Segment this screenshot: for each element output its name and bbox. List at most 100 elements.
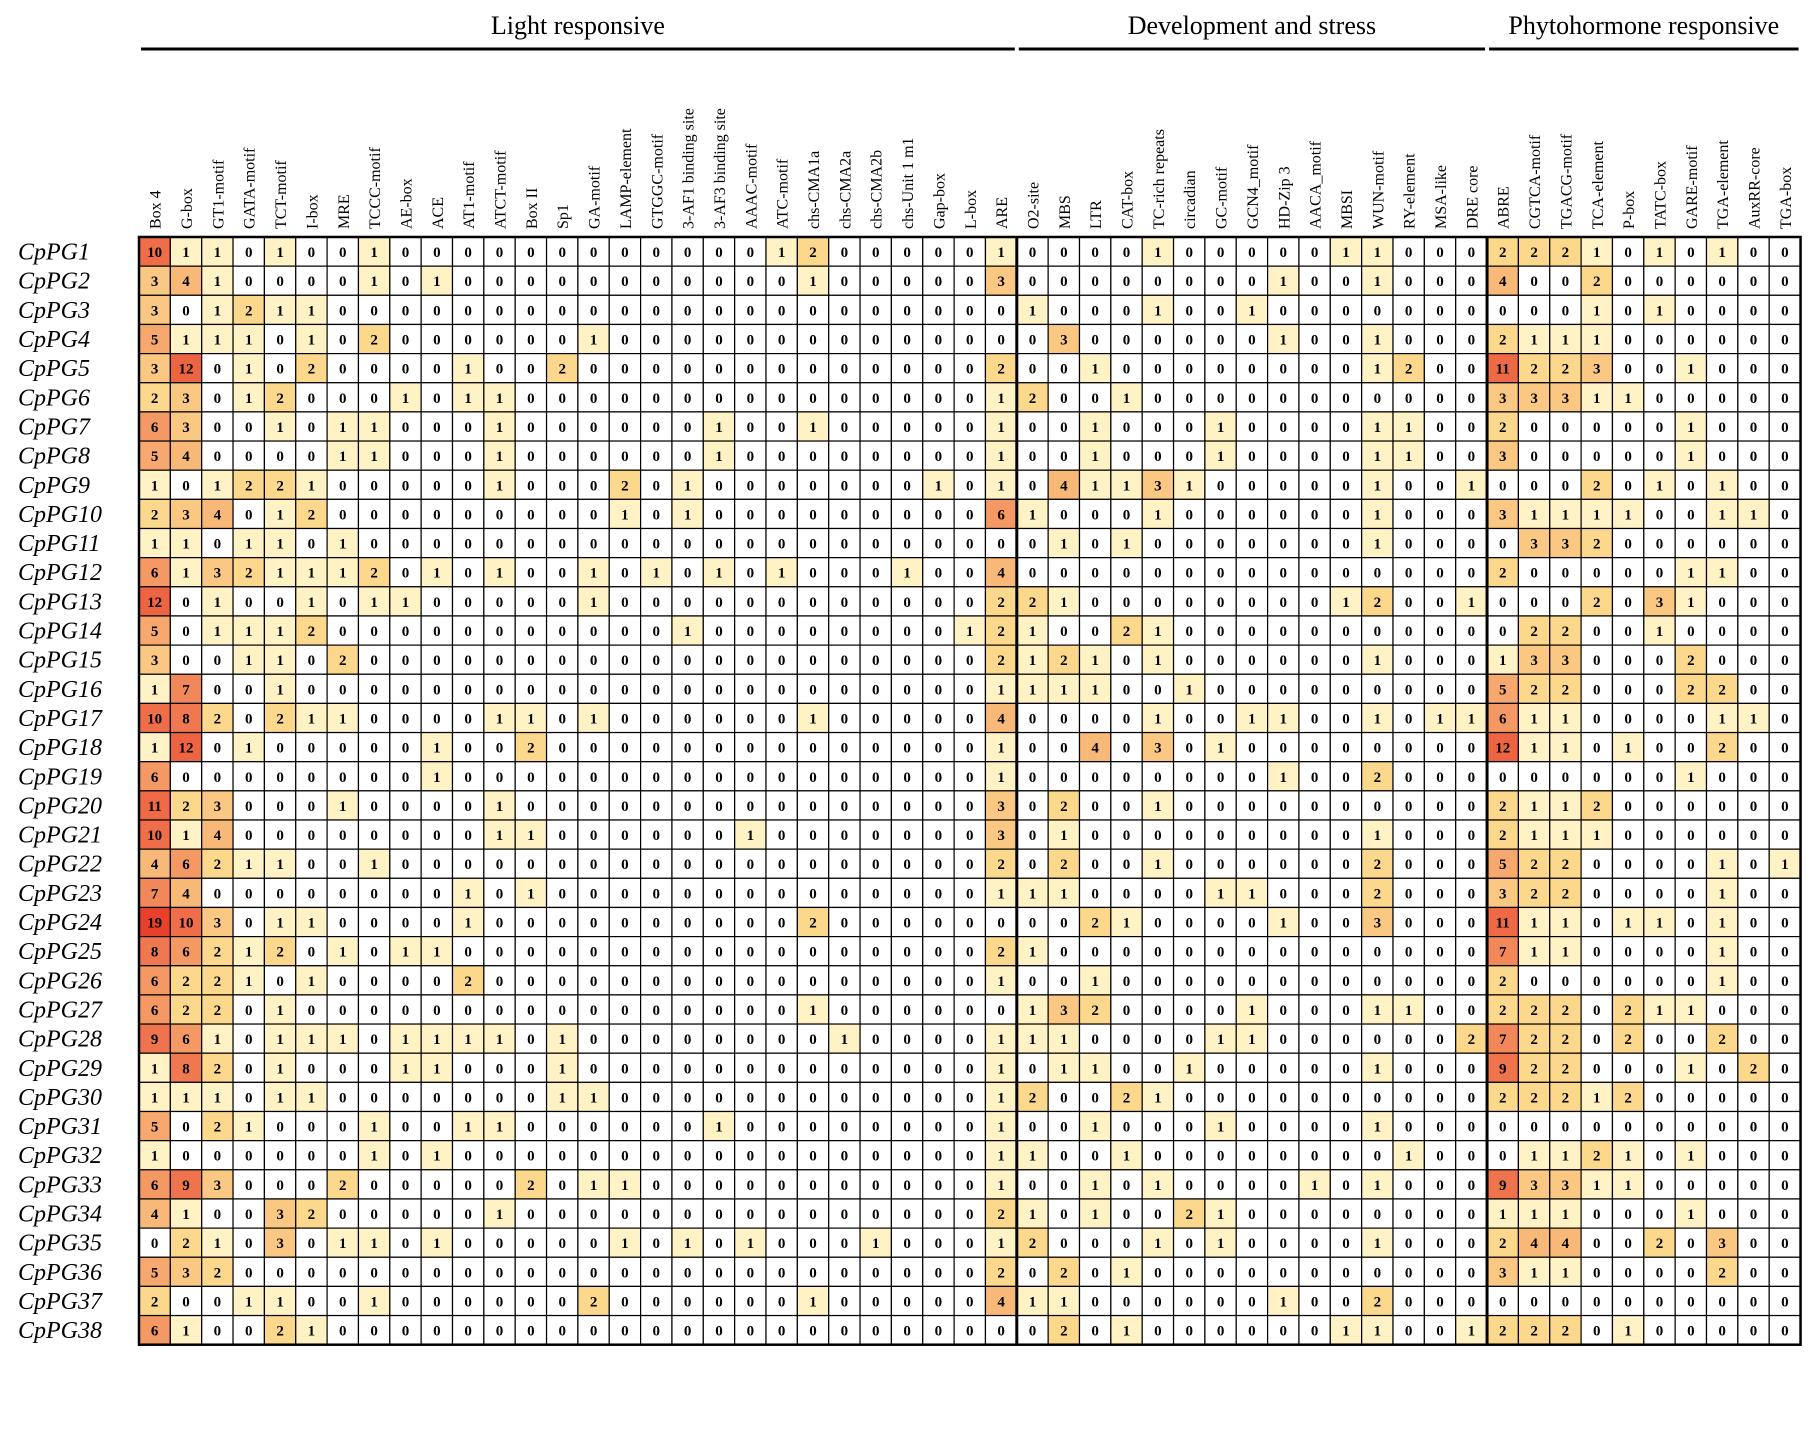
cell-value: 0 — [433, 449, 441, 465]
cell-value: 2 — [1593, 478, 1601, 494]
cell-value: 0 — [1029, 857, 1037, 873]
cell-value: 0 — [1154, 1207, 1162, 1223]
cell-value: 0 — [1750, 741, 1758, 757]
cell-value: 1 — [276, 916, 284, 932]
cell-value: 1 — [1530, 711, 1538, 727]
cell-value: 2 — [370, 566, 378, 582]
cell-value: 0 — [1123, 1003, 1131, 1019]
cell-value: 2 — [1530, 886, 1538, 902]
heatmap-cell — [577, 411, 610, 442]
cell-value: 1 — [496, 1032, 504, 1048]
cell-value: 2 — [997, 945, 1005, 961]
cell-value: 1 — [339, 799, 347, 815]
cell-value: 0 — [1342, 333, 1350, 349]
cell-value: 0 — [182, 1149, 190, 1165]
cell-value: 0 — [1687, 886, 1695, 902]
cell-value: 1 — [1374, 449, 1382, 465]
cell-value: 0 — [245, 1324, 253, 1340]
cell-value: 1 — [245, 1294, 253, 1310]
cell-value: 0 — [747, 682, 755, 698]
heatmap-cell — [1674, 265, 1708, 296]
cell-value: 0 — [1154, 1149, 1162, 1165]
cell-value: 0 — [1154, 274, 1162, 290]
cell-value: 0 — [1060, 770, 1068, 786]
cell-value: 0 — [1405, 741, 1413, 757]
cell-value: 1 — [496, 711, 504, 727]
cell-value: 0 — [809, 1149, 817, 1165]
cell-value: 2 — [1499, 974, 1507, 990]
cell-value: 0 — [276, 741, 284, 757]
cell-value: 0 — [558, 945, 566, 961]
cell-value: 0 — [1217, 1003, 1225, 1019]
cell-value: 6 — [151, 420, 159, 436]
cell-value: 0 — [1248, 1265, 1256, 1281]
cell-value: 0 — [1436, 1294, 1444, 1310]
cell-value: 0 — [1311, 741, 1319, 757]
cell-value: 11 — [148, 799, 162, 815]
cell-value: 0 — [684, 391, 692, 407]
cell-value: 0 — [1593, 1120, 1601, 1136]
cell-value: 0 — [1154, 770, 1162, 786]
cell-value: 0 — [1342, 1003, 1350, 1019]
cell-value: 0 — [1185, 449, 1193, 465]
cell-value: 0 — [1123, 857, 1131, 873]
cell-value: 0 — [966, 303, 974, 319]
cell-value: 0 — [1593, 916, 1601, 932]
cell-value: 1 — [1091, 682, 1099, 698]
cell-value: 0 — [1750, 1090, 1758, 1106]
cell-value: 0 — [966, 478, 974, 494]
cell-value: 2 — [997, 1265, 1005, 1281]
cell-value: 1 — [527, 711, 535, 727]
cell-value: 0 — [1562, 303, 1570, 319]
cell-value: 0 — [1091, 1149, 1099, 1165]
cell-value: 0 — [872, 274, 880, 290]
cell-value: 0 — [809, 886, 817, 902]
cell-value: 0 — [1154, 595, 1162, 611]
cell-value: 0 — [935, 682, 943, 698]
cell-value: 1 — [245, 391, 253, 407]
row-label: CpPG38 — [18, 1318, 102, 1344]
cell-value: 0 — [1185, 974, 1193, 990]
cell-value: 0 — [402, 420, 410, 436]
cell-value: 2 — [1060, 1265, 1068, 1281]
cell-value: 2 — [214, 974, 222, 990]
row-label: CpPG16 — [18, 677, 102, 703]
cell-value: 4 — [182, 886, 190, 902]
cell-value: 0 — [1060, 1236, 1068, 1252]
cell-value: 0 — [402, 711, 410, 727]
cell-value: 1 — [464, 916, 472, 932]
cell-value: 0 — [1248, 682, 1256, 698]
heatmap-cell — [1611, 265, 1645, 296]
cell-value: 1 — [1311, 1178, 1319, 1194]
cell-value: 2 — [1593, 537, 1601, 553]
cell-value: 0 — [1436, 449, 1444, 465]
cell-value: 0 — [747, 245, 755, 261]
cell-value: 0 — [370, 974, 378, 990]
cell-value: 0 — [1280, 362, 1288, 378]
cell-value: 0 — [1436, 333, 1444, 349]
cell-value: 1 — [1656, 245, 1664, 261]
cell-value: 0 — [1436, 799, 1444, 815]
cell-value: 0 — [308, 537, 316, 553]
heatmap-cell — [953, 353, 987, 384]
cell-value: 0 — [464, 1003, 472, 1019]
cell-value: 0 — [402, 333, 410, 349]
cell-value: 0 — [841, 770, 849, 786]
cell-value: 0 — [1342, 886, 1350, 902]
cell-value: 1 — [1185, 478, 1193, 494]
heatmap-cell — [1361, 323, 1394, 355]
cell-value: 0 — [935, 566, 943, 582]
cell-value: 0 — [1468, 1236, 1476, 1252]
cell-value: 0 — [245, 770, 253, 786]
cell-value: 0 — [715, 537, 723, 553]
cell-value: 1 — [621, 507, 629, 523]
cell-value: 1 — [903, 566, 911, 582]
cell-value: 2 — [214, 711, 222, 727]
cell-value: 2 — [1123, 624, 1131, 640]
cell-value: 0 — [778, 741, 786, 757]
heatmap-cell — [326, 323, 360, 355]
cell-value: 0 — [339, 595, 347, 611]
cell-value: 0 — [276, 1178, 284, 1194]
heatmap-cell — [389, 411, 422, 442]
heatmap-cell — [1361, 353, 1394, 384]
